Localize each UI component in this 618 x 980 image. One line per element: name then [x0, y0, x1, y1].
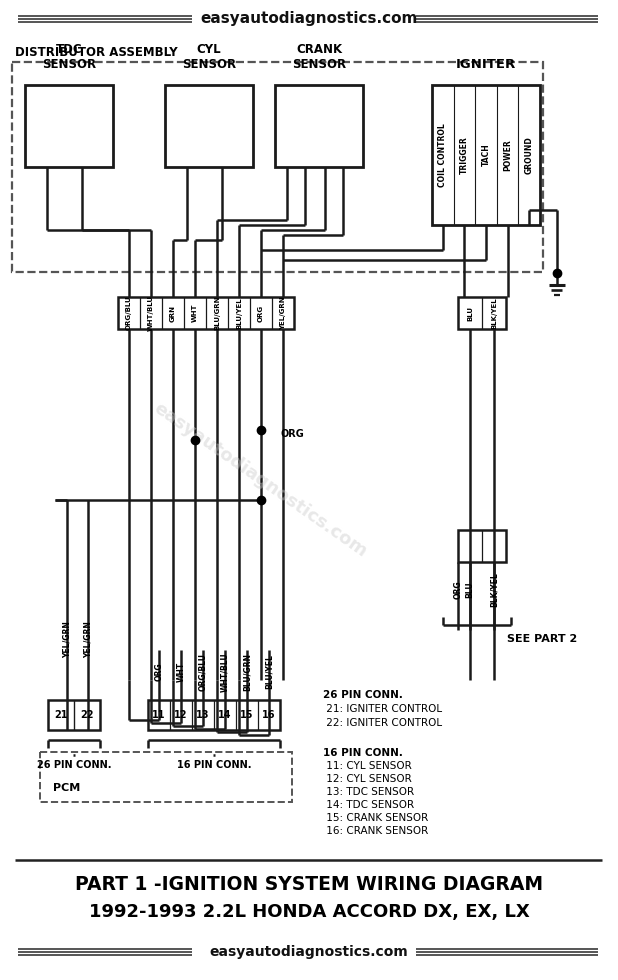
Text: 12: 12	[174, 710, 188, 720]
Text: WHT/BLU: WHT/BLU	[221, 652, 229, 692]
Bar	[432, 85, 540, 225]
Text: SEE PART 2: SEE PART 2	[507, 634, 577, 644]
Text: BLU/YEL: BLU/YEL	[236, 297, 242, 329]
Text: 16 PIN CONN.: 16 PIN CONN.	[177, 760, 252, 770]
Text: 12: CYL SENSOR: 12: CYL SENSOR	[323, 774, 412, 784]
Text: easyautodiagnostics.com: easyautodiagnostics.com	[210, 945, 408, 959]
Text: ORG: ORG	[258, 305, 264, 321]
Bar	[48, 700, 100, 730]
Text: PCM: PCM	[53, 783, 80, 793]
Text: 11: CYL SENSOR: 11: CYL SENSOR	[323, 761, 412, 771]
Text: 22: 22	[80, 710, 94, 720]
Bar	[12, 62, 543, 272]
Text: TRIGGER: TRIGGER	[460, 136, 469, 173]
Text: POWER: POWER	[503, 139, 512, 171]
Bar	[458, 297, 506, 329]
Text: BLU: BLU	[467, 306, 473, 320]
Text: BLU/GRN: BLU/GRN	[242, 653, 252, 691]
Text: CRANK
SENSOR: CRANK SENSOR	[292, 43, 346, 71]
Bar	[165, 85, 253, 167]
Text: 26 PIN CONN.: 26 PIN CONN.	[323, 690, 403, 700]
Text: DISTRIBUTOR ASSEMBLY: DISTRIBUTOR ASSEMBLY	[15, 45, 177, 59]
Text: WHT: WHT	[177, 662, 185, 682]
Text: 26 PIN CONN.: 26 PIN CONN.	[36, 760, 111, 770]
Text: ORG/BLU: ORG/BLU	[126, 296, 132, 330]
Text: ORG: ORG	[454, 581, 462, 600]
Text: 21: 21	[54, 710, 68, 720]
Bar	[458, 530, 506, 562]
Text: GRN: GRN	[170, 305, 176, 321]
Text: ORG/BLU: ORG/BLU	[198, 653, 208, 691]
Text: ORG: ORG	[281, 429, 305, 439]
Text: 22: IGNITER CONTROL: 22: IGNITER CONTROL	[323, 718, 442, 728]
Text: 16 PIN CONN.: 16 PIN CONN.	[323, 748, 403, 758]
Text: GROUND: GROUND	[525, 136, 534, 173]
Bar	[148, 700, 280, 730]
Bar	[40, 752, 292, 802]
Text: TDC
SENSOR: TDC SENSOR	[42, 43, 96, 71]
Text: YEL/GRN: YEL/GRN	[280, 296, 286, 330]
Text: 21: IGNITER CONTROL: 21: IGNITER CONTROL	[323, 704, 442, 714]
Text: YEL/GRN: YEL/GRN	[62, 621, 72, 659]
Bar	[275, 85, 363, 167]
Text: 13: 13	[197, 710, 210, 720]
Text: ORG: ORG	[154, 662, 164, 681]
Text: 14: 14	[218, 710, 232, 720]
Text: 16: CRANK SENSOR: 16: CRANK SENSOR	[323, 826, 428, 836]
Bar	[25, 85, 113, 167]
Text: CYL
SENSOR: CYL SENSOR	[182, 43, 236, 71]
Text: BLK/YEL: BLK/YEL	[489, 572, 499, 608]
Text: WHT: WHT	[192, 304, 198, 322]
Text: 16: 16	[262, 710, 276, 720]
Text: BLU/YEL: BLU/YEL	[265, 655, 274, 690]
Text: 13: TDC SENSOR: 13: TDC SENSOR	[323, 787, 414, 797]
Text: YEL/GRN: YEL/GRN	[83, 621, 93, 659]
Text: IGNITER: IGNITER	[456, 58, 516, 71]
Text: PART 1 -IGNITION SYSTEM WIRING DIAGRAM: PART 1 -IGNITION SYSTEM WIRING DIAGRAM	[75, 874, 543, 894]
Text: easyautodiagnostics.com: easyautodiagnostics.com	[200, 12, 418, 26]
Text: 1992-1993 2.2L HONDA ACCORD DX, EX, LX: 1992-1993 2.2L HONDA ACCORD DX, EX, LX	[88, 903, 530, 921]
Text: BLK/YEL: BLK/YEL	[491, 297, 497, 329]
Text: 11: 11	[152, 710, 166, 720]
Text: 15: CRANK SENSOR: 15: CRANK SENSOR	[323, 813, 428, 823]
Text: WHT/BLU: WHT/BLU	[148, 295, 154, 331]
Text: 15: 15	[240, 710, 254, 720]
Text: BLU/GRN: BLU/GRN	[214, 296, 220, 330]
Text: TACH: TACH	[481, 144, 491, 167]
Text: COIL CONTROL: COIL CONTROL	[438, 123, 447, 187]
Bar	[118, 297, 294, 329]
Text: easyautodiagnostics.com: easyautodiagnostics.com	[150, 399, 370, 561]
Text: 14: TDC SENSOR: 14: TDC SENSOR	[323, 800, 414, 810]
Text: BLU: BLU	[465, 582, 475, 599]
